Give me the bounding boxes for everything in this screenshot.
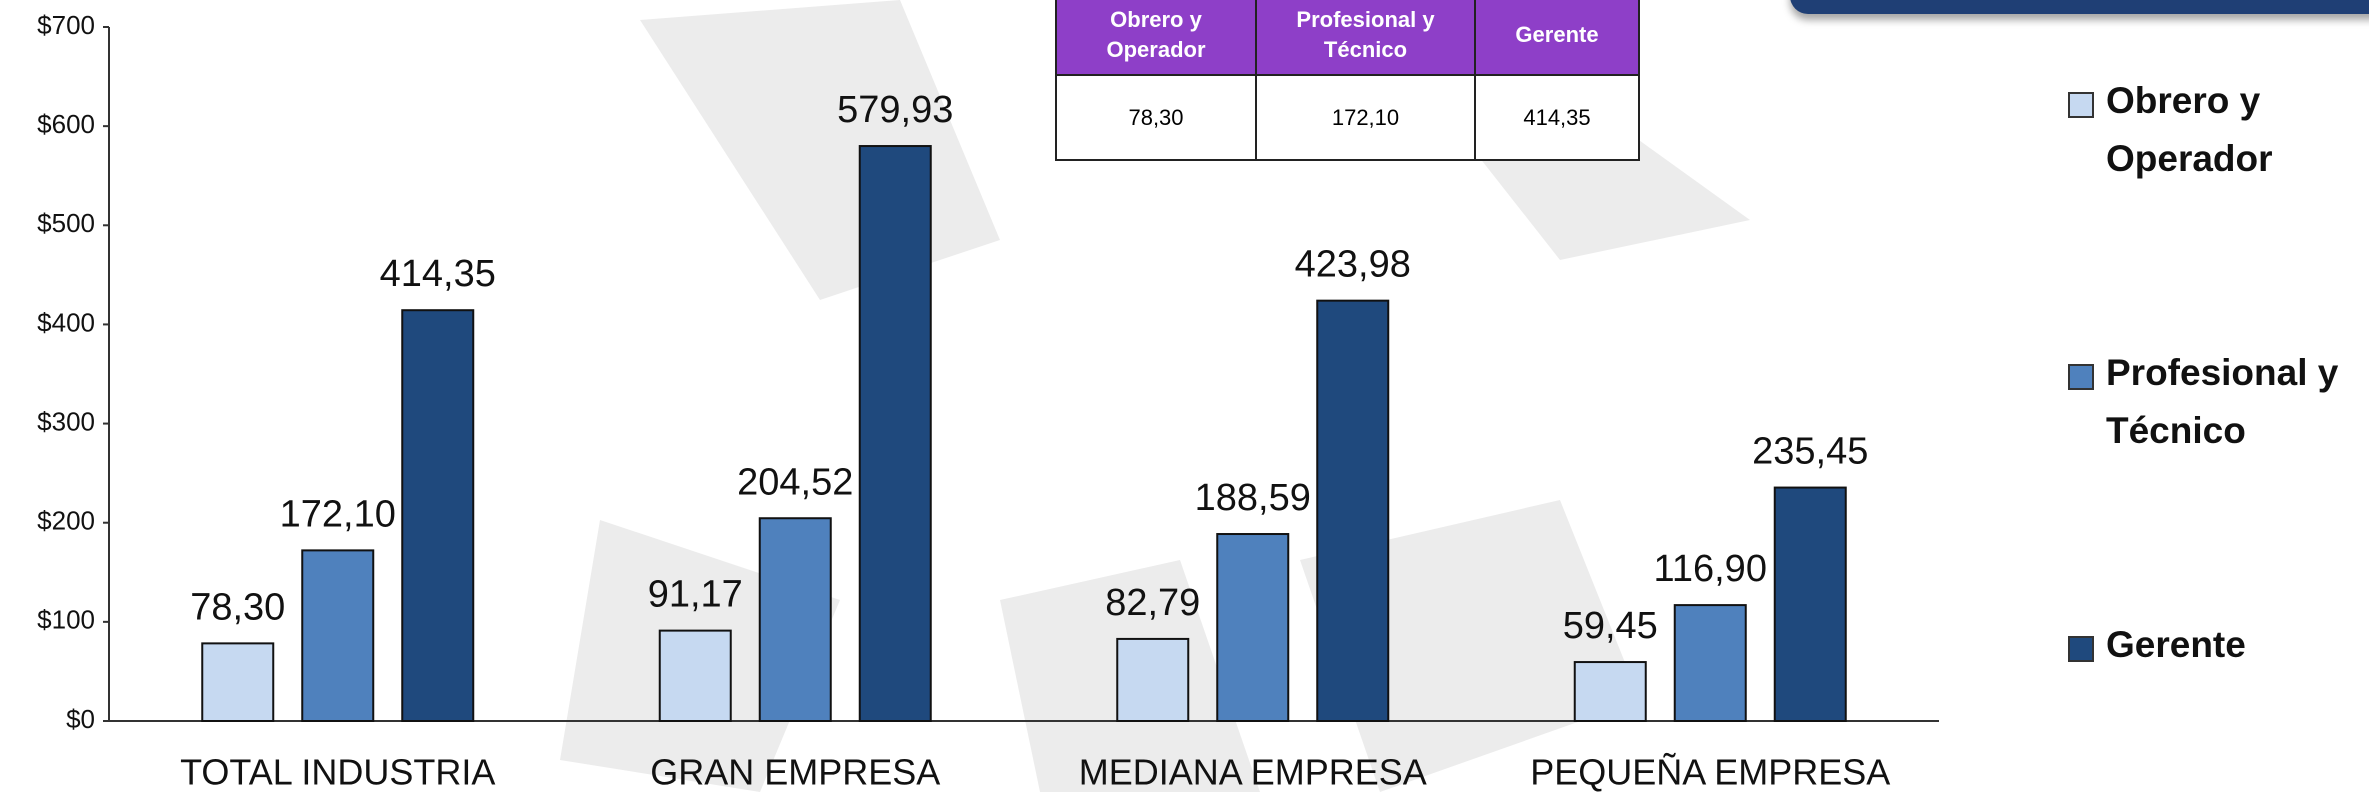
bar <box>1216 533 1290 722</box>
table-header: Obrero y Operador <box>1055 0 1257 76</box>
bar <box>1573 661 1647 722</box>
bar <box>401 309 475 722</box>
y-tick-label: $200 <box>37 506 95 536</box>
header-banner <box>1790 0 2369 14</box>
x-tick-label: TOTAL INDUSTRIA <box>180 752 495 792</box>
y-tick-label: $500 <box>37 208 95 238</box>
value-label: 78,30 <box>190 586 285 628</box>
y-tick-label: $700 <box>37 10 95 40</box>
bar <box>201 642 275 723</box>
table-row: 78,30 172,10 414,35 <box>1055 74 1640 161</box>
table-cell: 172,10 <box>1255 74 1476 161</box>
bar <box>1316 299 1390 722</box>
value-label: 59,45 <box>1563 605 1658 647</box>
value-label: 204,52 <box>737 461 853 503</box>
table-header: Profesional y Técnico <box>1255 0 1476 76</box>
x-tick-label: MEDIANA EMPRESA <box>1079 752 1427 792</box>
table-cell: 78,30 <box>1055 74 1257 161</box>
y-tick-label: $600 <box>37 109 95 139</box>
value-label: 82,79 <box>1105 582 1200 624</box>
legend-label: Gerente <box>2106 624 2246 665</box>
bar <box>758 517 832 722</box>
value-label: 579,93 <box>837 89 953 131</box>
value-label: 414,35 <box>380 253 496 295</box>
y-tick-label: $100 <box>37 605 95 635</box>
summary-table: Obrero y Operador Profesional y Técnico … <box>1055 0 1640 161</box>
legend-label: Obrero y Operador <box>2106 80 2273 179</box>
legend-swatch <box>2068 636 2094 662</box>
bar <box>658 629 732 722</box>
bg-shape <box>640 0 1000 300</box>
value-label: 172,10 <box>280 493 396 535</box>
bar <box>301 549 375 722</box>
value-label: 116,90 <box>1654 548 1767 590</box>
table-header: Gerente <box>1474 0 1640 76</box>
value-label: 188,59 <box>1195 477 1311 519</box>
y-tick-label: $400 <box>37 307 95 337</box>
y-tick-label: $300 <box>37 406 95 436</box>
table-cell: 414,35 <box>1474 74 1640 161</box>
legend-swatch <box>2068 92 2094 118</box>
bar <box>1673 604 1747 722</box>
bar <box>1116 637 1190 722</box>
x-tick-label: PEQUEÑA EMPRESA <box>1530 752 1890 792</box>
legend-label: Profesional y Técnico <box>2106 352 2339 451</box>
bar <box>1773 486 1847 722</box>
bar <box>858 145 932 722</box>
table-header-row: Obrero y Operador Profesional y Técnico … <box>1055 0 1640 76</box>
value-label: 423,98 <box>1295 244 1411 286</box>
value-label: 91,17 <box>648 574 743 616</box>
legend-swatch <box>2068 364 2094 390</box>
y-tick-label: $0 <box>66 704 95 734</box>
x-tick-label: GRAN EMPRESA <box>650 752 940 792</box>
value-label: 235,45 <box>1752 431 1868 473</box>
